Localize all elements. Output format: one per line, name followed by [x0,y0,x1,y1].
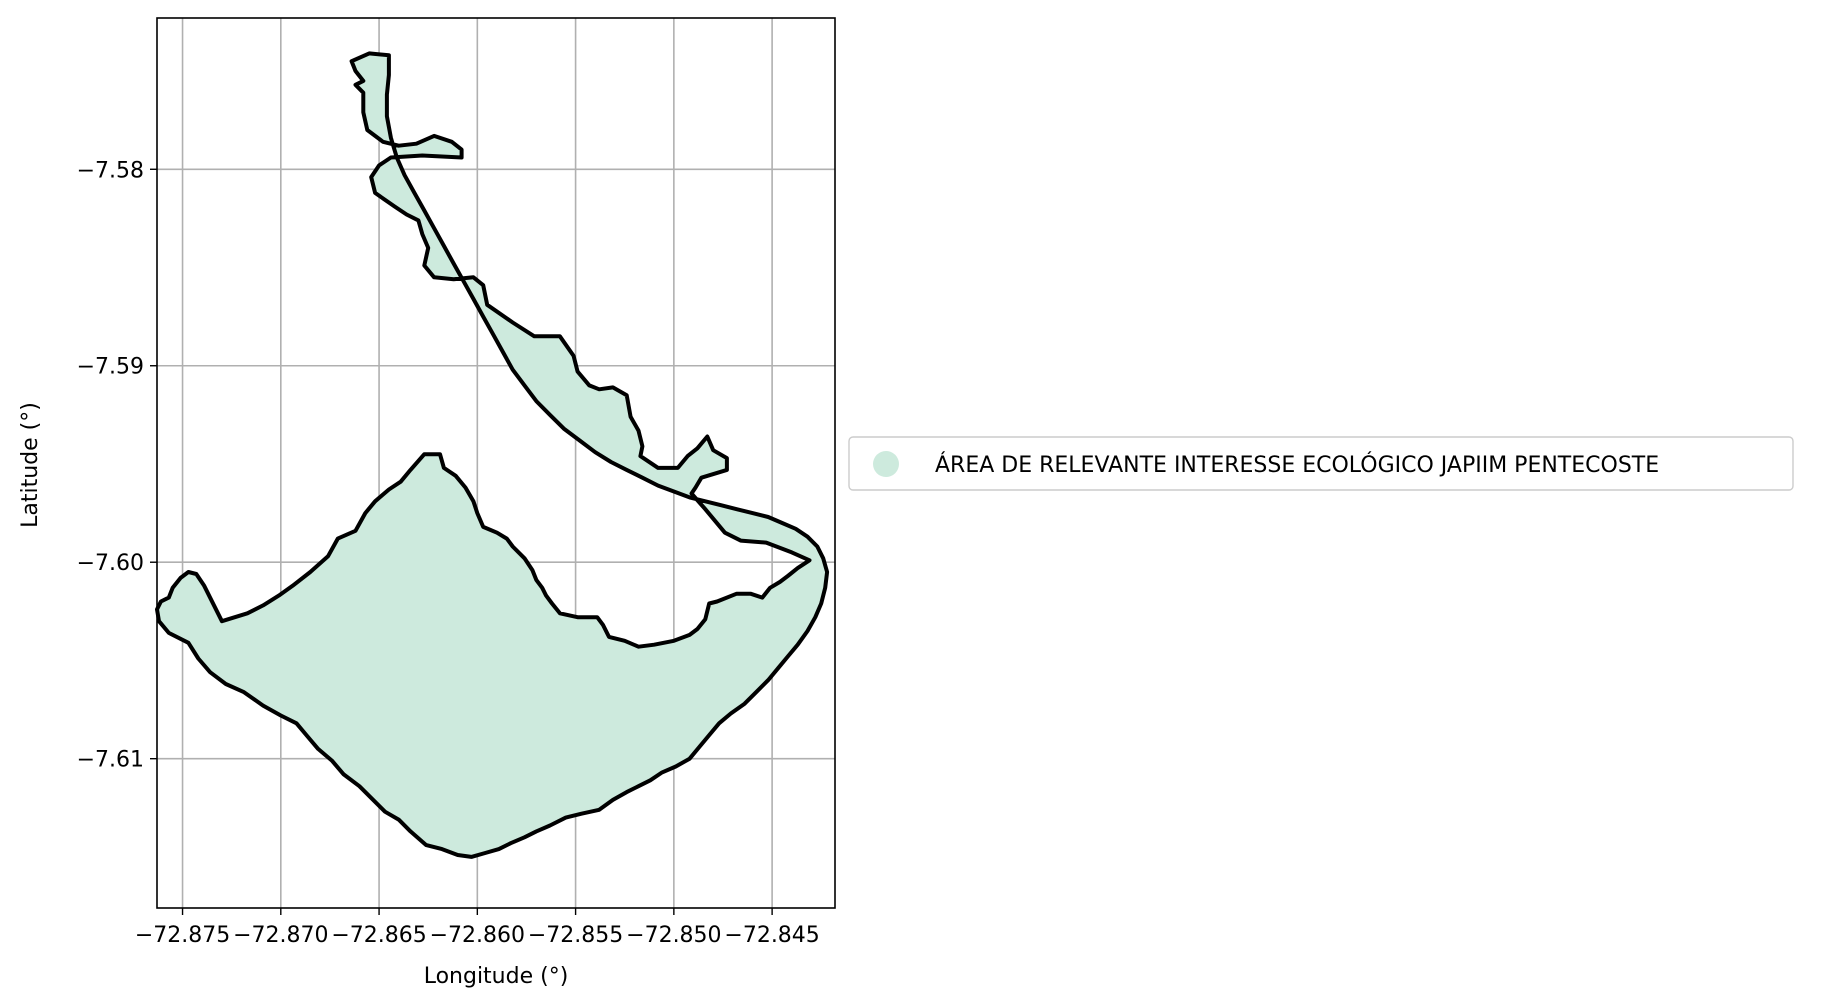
x-axis-ticks: −72.875 −72.870 −72.865 −72.860 −72.855 −72.8… [135,908,820,948]
legend-label: ÁREA DE RELEVANTE INTERESSE ECOLÓGICO JA… [935,452,1659,478]
x-tick-label: −72.850 [626,923,721,948]
x-tick-label: −72.860 [430,923,525,948]
y-axis-ticks: −7.58 −7.59 −7.60 −7.61 [77,158,157,772]
legend-marker [873,451,899,477]
y-tick-label: −7.59 [77,355,144,380]
x-tick-label: −72.875 [135,923,230,948]
x-tick-label: −72.865 [331,923,426,948]
y-tick-label: −7.61 [77,748,144,773]
legend: ÁREA DE RELEVANTE INTERESSE ECOLÓGICO JA… [849,437,1793,490]
y-axis-title: Latitude (°) [18,402,43,528]
y-tick-label: −7.60 [77,551,144,576]
x-tick-label: −72.870 [233,923,328,948]
x-tick-label: −72.855 [528,923,623,948]
x-axis-title: Longitude (°) [424,964,569,989]
x-tick-label: −72.845 [724,923,819,948]
y-tick-label: −7.58 [77,158,144,183]
